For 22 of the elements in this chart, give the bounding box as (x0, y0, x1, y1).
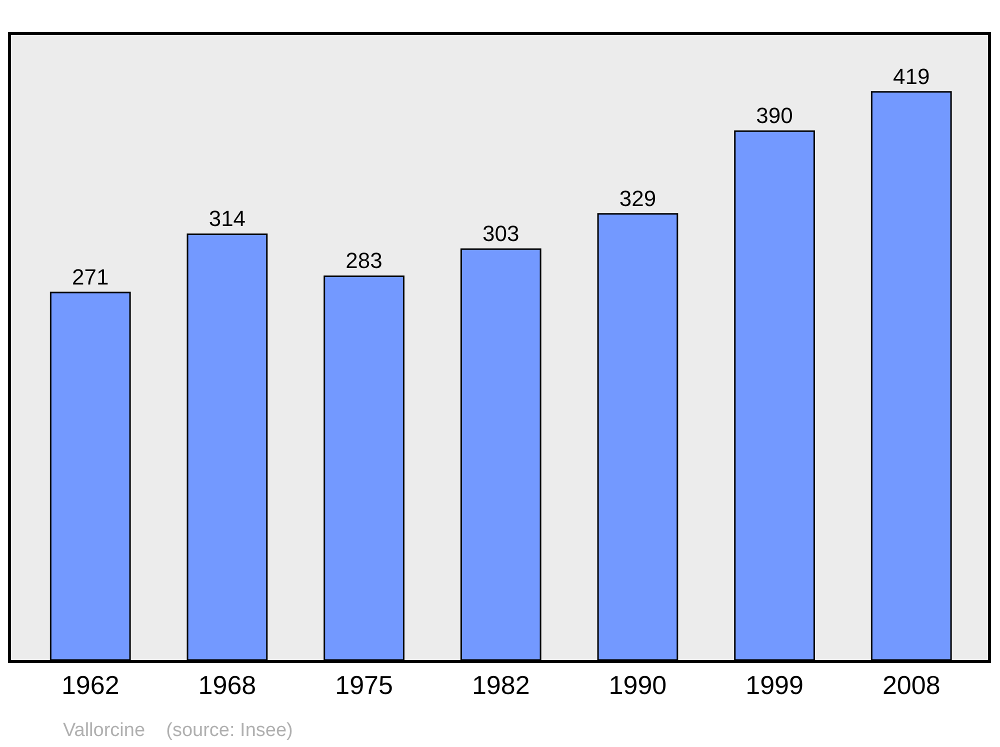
bar (460, 248, 542, 660)
data-label: 314 (208, 206, 246, 232)
x-tick-label: 1982 (472, 670, 530, 700)
text: Vallorcine (source: Insee) (63, 720, 293, 741)
bar (870, 91, 952, 660)
data-label: 271 (72, 264, 109, 290)
x-tick-label: 1975 (335, 670, 393, 700)
x-tick-label: 1999 (746, 670, 804, 700)
bar (597, 213, 678, 660)
x-tick-label: 1962 (61, 670, 120, 700)
x-tick-label: 1990 (608, 670, 667, 700)
bar (324, 275, 404, 660)
x-tick-label: 1968 (198, 670, 256, 700)
bar (734, 130, 815, 660)
bar (50, 292, 131, 660)
bar (186, 233, 268, 660)
x-tick-label: 2008 (882, 670, 940, 700)
data-label: 283 (346, 248, 382, 274)
data-label: 390 (756, 103, 793, 128)
data-label: 329 (619, 186, 656, 211)
data-label: 303 (482, 221, 520, 246)
data-label: 419 (893, 64, 930, 89)
